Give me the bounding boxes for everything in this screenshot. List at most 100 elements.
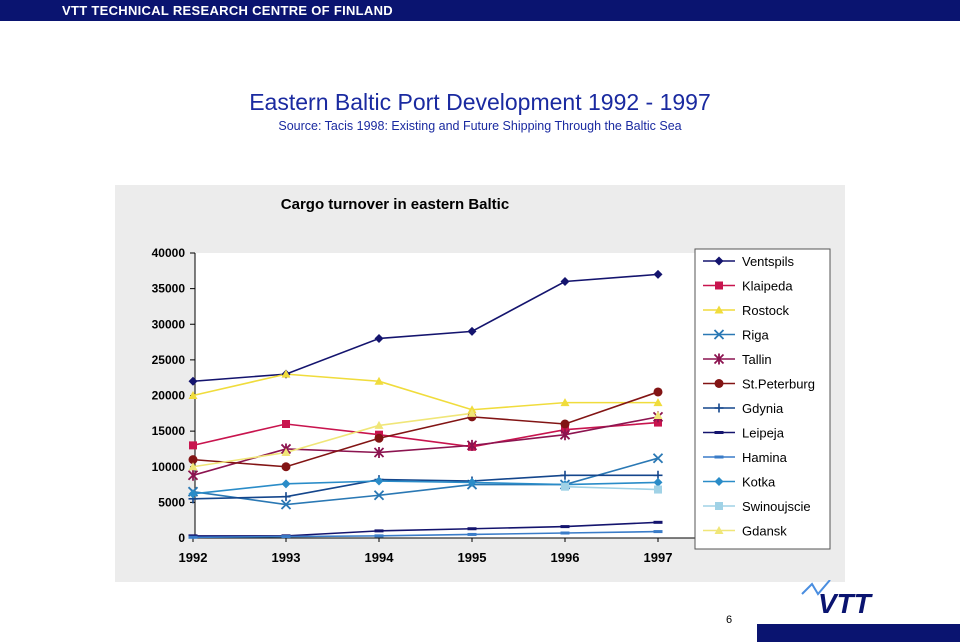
legend-label-klaipeda: Klaipeda bbox=[742, 279, 793, 294]
series-line-hamina bbox=[192, 530, 659, 539]
data-point-st-peterburg bbox=[653, 387, 663, 397]
y-tick-label: 0 bbox=[178, 531, 185, 545]
legend-label-leipeja: Leipeja bbox=[742, 426, 785, 441]
legend-marker-swinoujscie bbox=[715, 502, 723, 510]
series-line-klaipeda bbox=[192, 421, 659, 448]
data-point-hamina bbox=[467, 532, 477, 536]
legend-marker-tallin bbox=[713, 353, 725, 365]
legend-marker-hamina bbox=[714, 455, 724, 459]
cargo-chart: Cargo turnover in eastern Baltic 0 5000 10… bbox=[115, 185, 845, 582]
data-point-tallin bbox=[187, 469, 199, 481]
data-point-hamina bbox=[188, 535, 198, 539]
series-line-st-peterburg bbox=[192, 391, 659, 468]
data-point-klaipeda bbox=[282, 420, 290, 428]
legend-marker-gdynia bbox=[714, 403, 724, 413]
data-point-gdynia bbox=[560, 470, 570, 480]
data-point-ventspils bbox=[467, 326, 477, 336]
data-point-tallin bbox=[466, 439, 478, 451]
chart-title: Cargo turnover in eastern Baltic bbox=[281, 196, 509, 213]
series-line-gdynia bbox=[192, 474, 658, 500]
data-point-rostock bbox=[188, 391, 198, 399]
x-tick-label: 1995 bbox=[458, 550, 487, 565]
legend-label-tallin: Tallin bbox=[742, 352, 772, 367]
data-point-rostock bbox=[653, 398, 663, 407]
data-point-klaipeda bbox=[189, 441, 197, 450]
y-tick-label: 40000 bbox=[152, 246, 186, 260]
legend-box bbox=[694, 248, 831, 550]
slide-title: Eastern Baltic Port Development 1992 - 1… bbox=[249, 89, 711, 115]
data-point-kotka bbox=[188, 489, 198, 499]
data-point-st-peterburg bbox=[374, 433, 384, 443]
data-point-kotka bbox=[281, 479, 291, 489]
data-point-leipeja bbox=[467, 527, 477, 531]
legend-label-swinoujscie: Swinoujscie bbox=[742, 499, 811, 514]
header-bar: VTT TECHNICAL RESEARCH CENTRE OF FINLAND bbox=[0, 0, 960, 21]
data-point-kotka bbox=[467, 477, 477, 487]
legend-label-riga: Riga bbox=[742, 328, 770, 343]
legend-label-hamina: Hamina bbox=[742, 450, 788, 465]
data-point-st-peterburg bbox=[560, 419, 570, 429]
y-tick-label: 30000 bbox=[152, 317, 186, 331]
y-tick-label: 20000 bbox=[152, 389, 186, 403]
legend-label-gdynia: Gdynia bbox=[742, 401, 784, 416]
legend-marker-rostock bbox=[714, 305, 724, 314]
y-tick-label: 5000 bbox=[158, 495, 185, 509]
legend-label-ventspils: Ventspils bbox=[742, 254, 795, 269]
y-tick-label: 15000 bbox=[152, 424, 186, 438]
series-line-tallin bbox=[192, 416, 659, 477]
data-point-gdansk bbox=[188, 462, 198, 471]
x-tick-label: 1996 bbox=[551, 550, 580, 565]
data-point-hamina bbox=[653, 530, 663, 534]
data-point-tallin bbox=[373, 447, 385, 458]
org-name: VTT TECHNICAL RESEARCH CENTRE OF FINLAND bbox=[62, 3, 393, 18]
legend-label-kotka: Kotka bbox=[742, 475, 776, 490]
data-point-swinoujscie bbox=[561, 482, 569, 491]
legend-label-st-peterburg: St.Peterburg bbox=[742, 377, 815, 392]
data-point-klaipeda bbox=[654, 418, 662, 427]
data-point-swinoujscie bbox=[654, 485, 662, 494]
page-number: 6 bbox=[726, 614, 733, 626]
data-point-st-peterburg bbox=[281, 462, 291, 472]
series-line-ventspils bbox=[192, 273, 659, 383]
data-point-kotka bbox=[374, 476, 384, 486]
legend-marker-gdansk bbox=[714, 526, 724, 534]
data-point-gdansk bbox=[653, 410, 663, 419]
data-point-leipeja bbox=[560, 525, 570, 529]
chart-container: Cargo turnover in eastern Baltic 0 5000 10… bbox=[115, 185, 845, 582]
x-tick-label: 1992 bbox=[179, 550, 208, 565]
y-tick-label: 35000 bbox=[152, 282, 186, 296]
legend-label-gdansk: Gdansk bbox=[742, 524, 787, 539]
data-point-gdansk bbox=[374, 420, 384, 429]
data-point-hamina bbox=[281, 535, 291, 539]
data-point-riga bbox=[373, 490, 385, 501]
series-line-swinoujscie bbox=[564, 485, 659, 491]
x-tick-label: 1997 bbox=[644, 550, 673, 565]
x-tick-label: 1993 bbox=[272, 550, 301, 565]
logo-text: VTT bbox=[818, 588, 874, 616]
plot-area bbox=[195, 253, 760, 538]
data-point-gdansk bbox=[281, 448, 291, 456]
data-point-riga bbox=[652, 453, 664, 464]
data-point-ventspils bbox=[653, 269, 663, 279]
legend-marker-klaipeda bbox=[715, 281, 723, 290]
series-line-rostock bbox=[192, 373, 658, 411]
data-point-gdynia bbox=[281, 492, 291, 502]
data-point-rostock bbox=[374, 376, 384, 385]
y-tick-label: 10000 bbox=[152, 460, 186, 474]
logo-swoosh-icon bbox=[801, 580, 831, 596]
legend-label-rostock: Rostock bbox=[742, 303, 789, 318]
legend-marker-kotka bbox=[714, 477, 724, 486]
series-line-riga bbox=[192, 457, 659, 506]
data-point-ventspils bbox=[560, 277, 570, 286]
y-tick-label: 25000 bbox=[152, 353, 186, 367]
data-point-rostock bbox=[560, 398, 570, 407]
data-point-riga bbox=[280, 499, 292, 510]
series-line-kotka bbox=[192, 480, 659, 495]
data-point-kotka bbox=[653, 477, 663, 487]
data-point-hamina bbox=[560, 531, 570, 535]
data-point-tallin bbox=[559, 429, 571, 441]
data-point-ventspils bbox=[188, 376, 198, 386]
legend-marker-st-peterburg bbox=[714, 379, 724, 388]
data-point-st-peterburg bbox=[188, 455, 198, 465]
vtt-logo: VTT bbox=[801, 580, 874, 616]
